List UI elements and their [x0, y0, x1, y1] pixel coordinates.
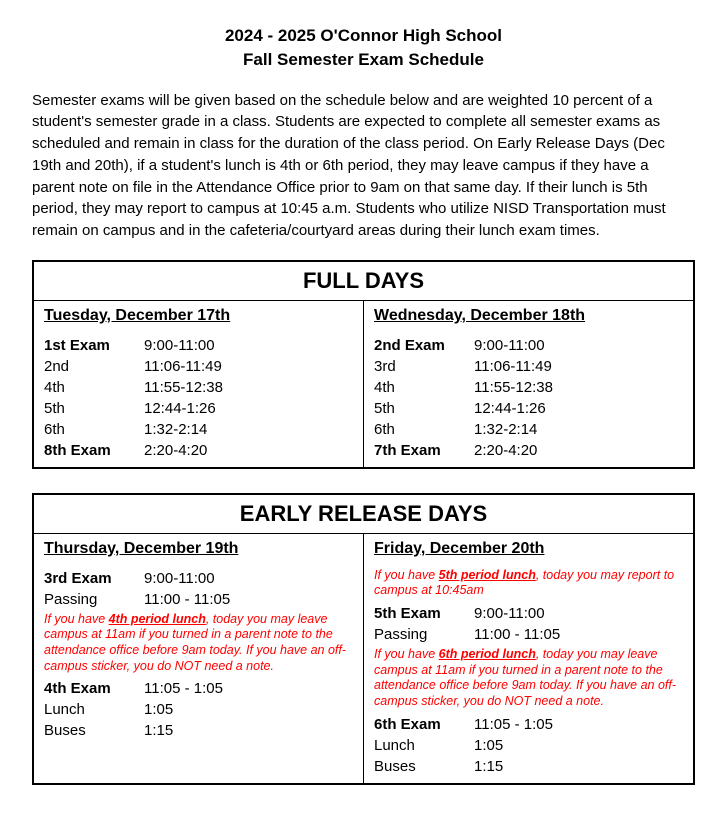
schedule-row: 4th Exam11:05 - 1:05: [44, 678, 353, 699]
row-label: Buses: [374, 756, 474, 777]
row-time: 12:44-1:26: [474, 398, 683, 419]
row-time: 9:00-11:00: [144, 335, 353, 356]
day-heading: Wednesday, December 18th: [374, 307, 683, 325]
row-time: 11:05 - 1:05: [144, 678, 353, 699]
row-time: 1:05: [144, 699, 353, 720]
row-time: 9:00-11:00: [474, 603, 683, 624]
schedule-row: 8th Exam2:20-4:20: [44, 440, 353, 461]
schedule-row: 6th Exam11:05 - 1:05: [374, 714, 683, 735]
row-label: 4th Exam: [44, 678, 144, 699]
row-time: 2:20-4:20: [474, 440, 683, 461]
row-time: 2:20-4:20: [144, 440, 353, 461]
row-time: 11:00 - 11:05: [144, 589, 353, 610]
row-label: 6th: [44, 419, 144, 440]
row-label: Passing: [374, 624, 474, 645]
row-time: 1:32-2:14: [144, 419, 353, 440]
row-label: 6th Exam: [374, 714, 474, 735]
schedule-row: Buses1:15: [44, 720, 353, 741]
day-heading: Friday, December 20th: [374, 540, 683, 558]
row-label: 3rd Exam: [44, 568, 144, 589]
schedule-row: 4th11:55-12:38: [44, 377, 353, 398]
row-label: 4th: [44, 377, 144, 398]
schedule-row: 3rd11:06-11:49: [374, 356, 683, 377]
row-time: 1:15: [144, 720, 353, 741]
schedule-row: Lunch1:05: [44, 699, 353, 720]
full-days-right-cell: Wednesday, December 18th 2nd Exam9:00-11:…: [364, 300, 695, 468]
early-days-left-cell: Thursday, December 19th 3rd Exam9:00-11:0…: [33, 533, 364, 783]
row-label: Lunch: [44, 699, 144, 720]
schedule-row: 1st Exam9:00-11:00: [44, 335, 353, 356]
row-label: 4th: [374, 377, 474, 398]
schedule-row: 5th Exam9:00-11:00: [374, 603, 683, 624]
row-label: 7th Exam: [374, 440, 474, 461]
row-time: 11:06-11:49: [474, 356, 683, 377]
row-time: 1:15: [474, 756, 683, 777]
row-label: 5th: [374, 398, 474, 419]
row-time: 12:44-1:26: [144, 398, 353, 419]
row-time: 1:32-2:14: [474, 419, 683, 440]
intro-paragraph: Semester exams will be given based on th…: [32, 90, 695, 242]
row-label: Passing: [44, 589, 144, 610]
schedule-row: 7th Exam2:20-4:20: [374, 440, 683, 461]
schedule-row: Passing11:00 - 11:05: [44, 589, 353, 610]
row-label: Buses: [44, 720, 144, 741]
schedule-row: 2nd Exam9:00-11:00: [374, 335, 683, 356]
schedule-row: Passing11:00 - 11:05: [374, 624, 683, 645]
full-days-table: FULL DAYS Tuesday, December 17th 1st Exam…: [32, 260, 695, 469]
row-time: 1:05: [474, 735, 683, 756]
title-line-1: 2024 - 2025 O'Connor High School: [32, 24, 695, 48]
title-line-2: Fall Semester Exam Schedule: [32, 48, 695, 72]
schedule-row: 5th12:44-1:26: [44, 398, 353, 419]
row-time: 9:00-11:00: [144, 568, 353, 589]
row-label: 2nd Exam: [374, 335, 474, 356]
early-days-table: EARLY RELEASE DAYS Thursday, December 19…: [32, 493, 695, 785]
row-time: 11:06-11:49: [144, 356, 353, 377]
schedule-row: 6th1:32-2:14: [44, 419, 353, 440]
row-label: Lunch: [374, 735, 474, 756]
row-time: 9:00-11:00: [474, 335, 683, 356]
note-top: If you have 5th period lunch, today you …: [374, 568, 683, 599]
row-time: 11:05 - 1:05: [474, 714, 683, 735]
row-label: 2nd: [44, 356, 144, 377]
row-label: 3rd: [374, 356, 474, 377]
row-time: 11:55-12:38: [144, 377, 353, 398]
schedule-row: 4th11:55-12:38: [374, 377, 683, 398]
row-time: 11:00 - 11:05: [474, 624, 683, 645]
row-label: 5th: [44, 398, 144, 419]
full-days-left-cell: Tuesday, December 17th 1st Exam9:00-11:00…: [33, 300, 364, 468]
early-days-right-cell: Friday, December 20th If you have 5th per…: [364, 533, 695, 783]
schedule-row: 2nd11:06-11:49: [44, 356, 353, 377]
day-heading: Thursday, December 19th: [44, 540, 353, 558]
note-mid: If you have 4th period lunch, today you …: [44, 612, 353, 675]
row-label: 6th: [374, 419, 474, 440]
row-label: 1st Exam: [44, 335, 144, 356]
schedule-row: Lunch1:05: [374, 735, 683, 756]
note-mid: If you have 6th period lunch, today you …: [374, 647, 683, 710]
full-days-header: FULL DAYS: [33, 261, 694, 301]
early-days-header: EARLY RELEASE DAYS: [33, 494, 694, 534]
page-title: 2024 - 2025 O'Connor High School Fall Se…: [32, 24, 695, 72]
row-label: 5th Exam: [374, 603, 474, 624]
schedule-row: 5th12:44-1:26: [374, 398, 683, 419]
schedule-row: 6th1:32-2:14: [374, 419, 683, 440]
row-label: 8th Exam: [44, 440, 144, 461]
row-time: 11:55-12:38: [474, 377, 683, 398]
day-heading: Tuesday, December 17th: [44, 307, 353, 325]
schedule-row: 3rd Exam9:00-11:00: [44, 568, 353, 589]
schedule-row: Buses1:15: [374, 756, 683, 777]
